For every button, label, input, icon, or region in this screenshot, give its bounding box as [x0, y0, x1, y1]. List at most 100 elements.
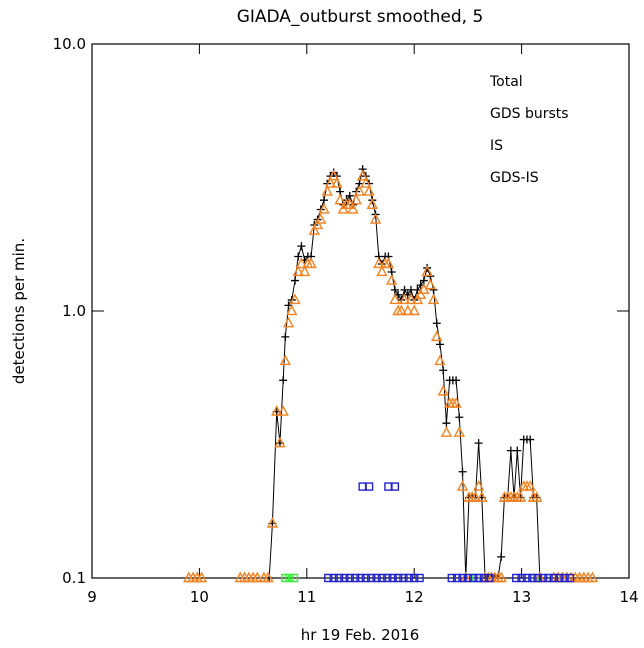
square-marker	[383, 573, 392, 583]
triangle-marker	[266, 517, 279, 528]
square-marker	[393, 573, 403, 583]
triangle-marker	[421, 265, 433, 277]
triangle-marker	[434, 354, 446, 366]
triangle-marker	[453, 426, 465, 437]
plus-marker	[294, 252, 303, 261]
plus-marker	[432, 319, 441, 328]
triangle-marker	[279, 354, 291, 366]
triangle-marker	[292, 265, 304, 277]
triangle-marker	[382, 257, 395, 269]
square-marker	[281, 573, 290, 583]
triangle-marker	[586, 571, 599, 583]
triangle-marker	[424, 278, 436, 290]
triangle-marker	[476, 491, 488, 502]
triangle-marker	[315, 213, 327, 224]
triangle-marker	[195, 571, 208, 583]
x-tick-label: 10	[190, 588, 209, 606]
triangle-marker	[398, 293, 411, 305]
triangle-marker	[369, 213, 382, 224]
plus-marker	[297, 242, 306, 251]
triangle-marker	[456, 480, 469, 491]
plus-marker	[435, 340, 444, 349]
square-marker	[554, 573, 564, 583]
triangle-marker	[311, 218, 324, 230]
x-tick-label: 13	[512, 588, 531, 606]
square-marker	[329, 573, 338, 583]
triangle-marker	[495, 571, 507, 583]
triangle-marker	[524, 480, 536, 491]
series-line	[268, 167, 541, 579]
square-marker	[447, 573, 456, 583]
triangle-marker	[308, 224, 320, 235]
triangle-marker	[277, 405, 289, 416]
triangle-marker	[286, 304, 298, 316]
square-marker	[367, 573, 376, 583]
triangle-marker	[385, 274, 398, 285]
x-tick-label: 12	[405, 588, 424, 606]
square-marker	[388, 573, 397, 583]
plus-marker	[279, 376, 288, 385]
triangle-marker	[472, 480, 485, 491]
triangle-marker	[514, 491, 527, 502]
square-marker	[517, 573, 526, 583]
plus-marker	[455, 413, 464, 422]
plus-marker	[281, 332, 290, 341]
triangle-marker	[347, 202, 359, 214]
square-marker	[350, 573, 360, 583]
triangle-marker	[402, 304, 414, 316]
triangle-marker	[530, 491, 543, 502]
square-marker	[463, 573, 473, 583]
triangle-marker	[331, 177, 343, 188]
square-marker	[404, 573, 414, 583]
triangle-marker	[408, 304, 420, 316]
triangle-marker	[262, 571, 274, 583]
triangle-marker	[305, 257, 317, 269]
square-marker	[485, 573, 494, 583]
triangle-marker	[431, 330, 443, 342]
triangle-marker	[440, 426, 453, 437]
square-marker	[399, 573, 408, 583]
plus-marker	[526, 435, 535, 444]
plus-marker	[290, 276, 299, 285]
square-marker	[410, 573, 419, 583]
square-marker	[544, 573, 553, 583]
triangle-marker	[298, 265, 311, 277]
triangle-marker	[405, 293, 417, 305]
triangle-marker	[289, 293, 301, 305]
triangle-marker	[321, 185, 333, 196]
square-marker	[560, 573, 569, 583]
legend-entry: GDS bursts	[490, 106, 569, 122]
triangle-marker	[395, 304, 407, 316]
triangle-marker	[389, 293, 401, 305]
plus-marker	[439, 366, 448, 375]
square-marker	[345, 573, 354, 583]
square-marker	[522, 573, 532, 583]
square-marker	[533, 573, 542, 583]
square-marker	[538, 573, 548, 583]
square-marker	[458, 573, 467, 583]
square-marker	[372, 573, 381, 583]
triangle-marker	[318, 202, 330, 214]
plus-marker	[452, 376, 461, 385]
square-marker	[289, 573, 299, 583]
x-tick-label: 14	[619, 588, 638, 606]
triangle-marker	[437, 384, 449, 396]
triangle-marker	[373, 257, 385, 269]
plus-marker	[474, 439, 483, 448]
square-marker	[565, 573, 575, 583]
square-marker	[474, 573, 483, 583]
plus-marker	[458, 467, 467, 476]
y-axis-label: detections per min.	[10, 238, 28, 384]
triangle-marker	[251, 571, 264, 583]
plot-frame	[91, 43, 630, 579]
plus-marker	[497, 552, 506, 561]
plus-marker	[419, 276, 428, 285]
triangle-marker	[327, 169, 340, 181]
triangle-marker	[350, 193, 362, 205]
square-marker	[364, 482, 374, 491]
triangle-marker	[469, 491, 482, 502]
plus-marker	[284, 301, 293, 310]
legend-entry: IS	[490, 138, 503, 154]
triangle-marker	[274, 436, 286, 448]
